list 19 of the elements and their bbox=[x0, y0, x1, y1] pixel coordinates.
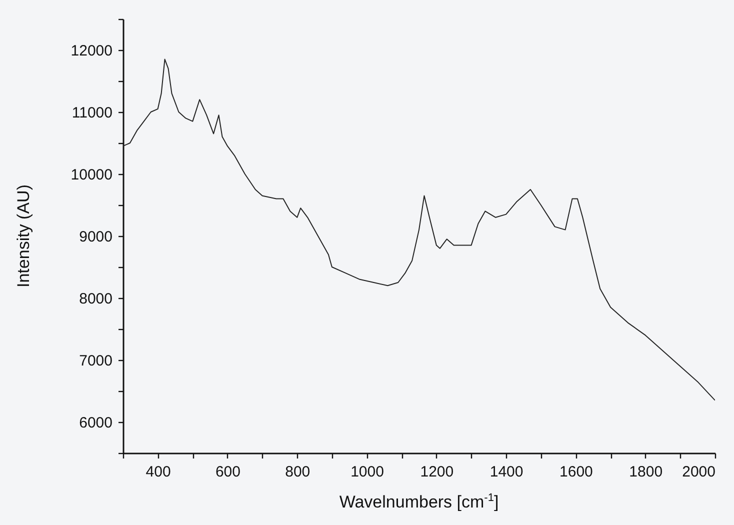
x-tick-label: 1800 bbox=[629, 464, 663, 480]
y-tick-label: 10000 bbox=[70, 166, 112, 184]
y-tick-label: 7000 bbox=[79, 352, 112, 370]
x-tick-label: 800 bbox=[285, 464, 310, 480]
y-tick-label: 11000 bbox=[72, 104, 112, 122]
y-axis-title: Intensity (AU) bbox=[14, 184, 34, 288]
x-tick-label: 2000 bbox=[682, 464, 716, 480]
x-tick-label: 1400 bbox=[490, 464, 524, 480]
y-tick-label: 6000 bbox=[79, 414, 112, 432]
y-tick-label: 9000 bbox=[79, 228, 112, 246]
x-tick-label: 1000 bbox=[350, 464, 384, 480]
x-tick-label: 1200 bbox=[420, 464, 454, 480]
x-tick-label: 1600 bbox=[560, 464, 593, 480]
x-tick-label: 600 bbox=[215, 464, 240, 480]
line-series bbox=[123, 58, 715, 401]
x-tick-label: 400 bbox=[146, 464, 171, 480]
y-tick-label: 8000 bbox=[79, 290, 112, 308]
x-axis-title: Wavelnumbers [cm$^{-1}$] bbox=[339, 492, 499, 513]
y-tick-label: 12000 bbox=[70, 42, 112, 60]
